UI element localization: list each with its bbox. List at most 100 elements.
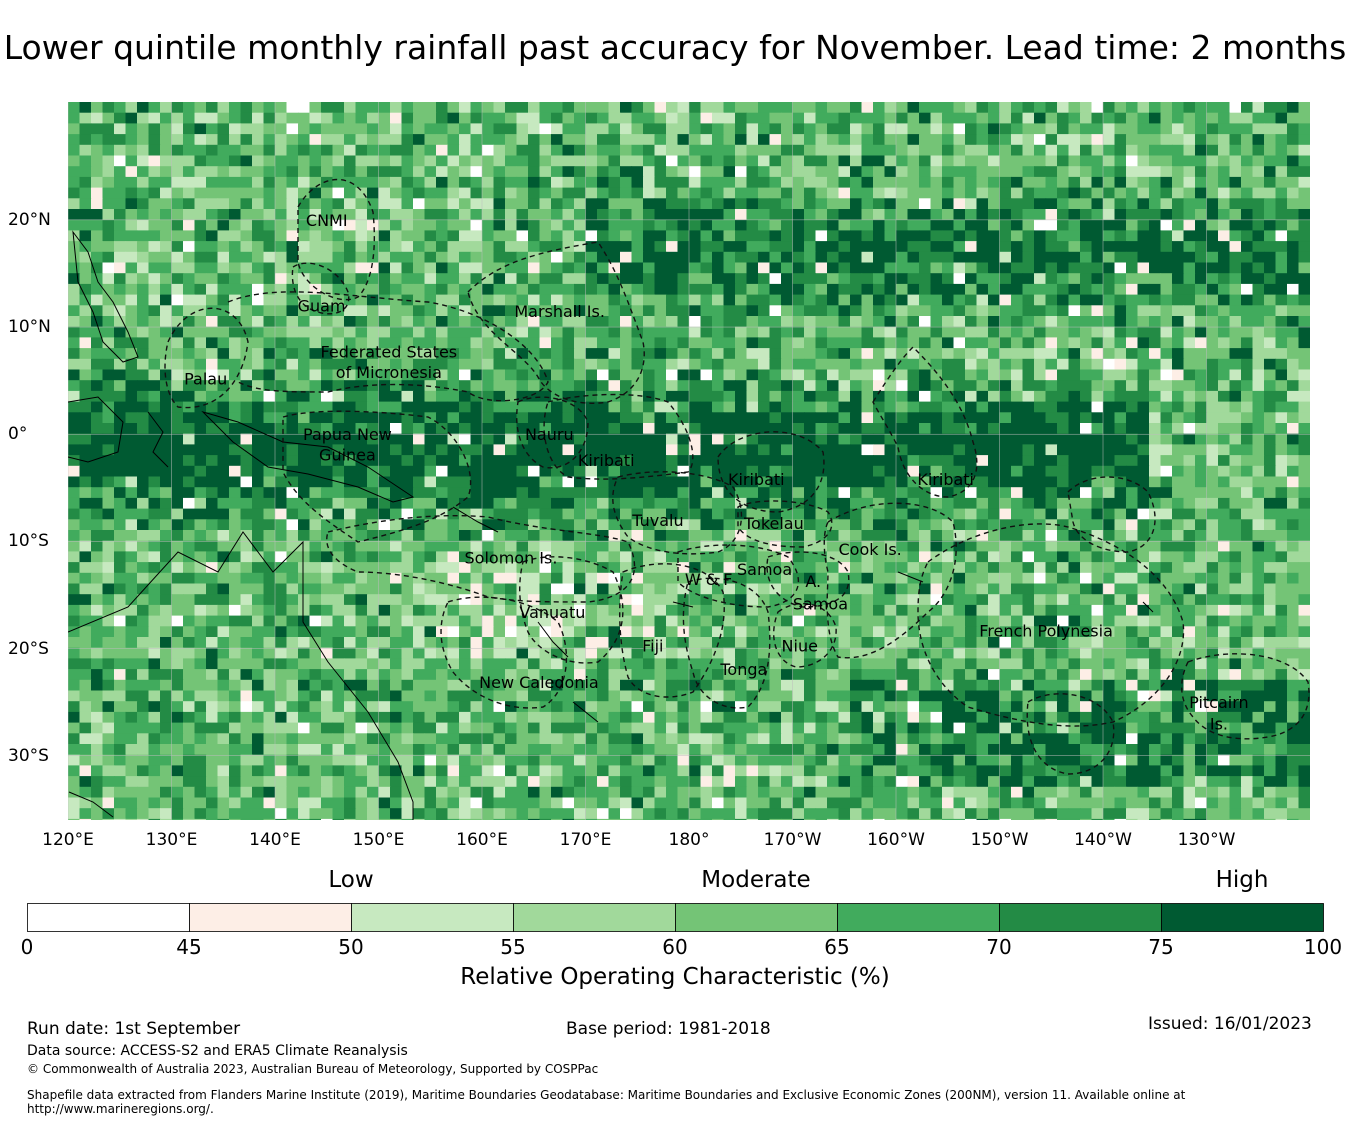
grid-cell xyxy=(551,465,564,478)
grid-cell xyxy=(114,390,127,403)
grid-cell xyxy=(608,134,621,146)
grid-cell xyxy=(217,455,230,467)
grid-cell xyxy=(413,230,426,242)
grid-cell xyxy=(896,412,909,424)
grid-cell xyxy=(355,476,368,488)
grid-cell xyxy=(792,508,805,520)
grid-cell xyxy=(1080,497,1093,510)
grid-cell xyxy=(252,294,265,306)
grid-cell xyxy=(1298,423,1310,435)
grid-cell xyxy=(769,219,782,231)
grid-cell xyxy=(79,390,92,403)
grid-cell xyxy=(1287,187,1300,199)
grid-cell xyxy=(68,508,81,520)
grid-cell xyxy=(102,487,115,499)
grid-cell xyxy=(275,230,288,242)
grid-cell xyxy=(252,497,265,510)
grid-cell xyxy=(309,562,322,574)
grid-cell xyxy=(1022,209,1035,221)
grid-cell xyxy=(654,519,667,531)
grid-cell xyxy=(712,241,725,253)
grid-cell xyxy=(1264,412,1277,424)
grid-cell xyxy=(1068,401,1081,413)
grid-cell xyxy=(643,358,656,371)
grid-cell xyxy=(160,583,173,595)
grid-cell xyxy=(459,423,472,435)
grid-cell xyxy=(608,155,621,167)
grid-cell xyxy=(712,219,725,231)
grid-cell xyxy=(528,134,541,146)
grid-cell xyxy=(781,166,794,178)
grid-cell xyxy=(666,380,679,392)
grid-cell xyxy=(459,176,472,189)
grid-cell xyxy=(1057,423,1070,435)
grid-cell xyxy=(999,294,1012,306)
grid-cell xyxy=(217,273,230,285)
grid-cell xyxy=(1298,102,1310,114)
grid-cell xyxy=(275,348,288,360)
grid-cell xyxy=(413,305,426,317)
grid-cell xyxy=(815,551,828,563)
grid-cell xyxy=(1080,412,1093,424)
grid-cell xyxy=(68,316,81,328)
grid-cell xyxy=(114,198,127,210)
grid-cell xyxy=(1264,316,1277,328)
grid-cell xyxy=(585,144,598,157)
grid-cell xyxy=(792,487,805,499)
grid-cell xyxy=(1287,455,1300,467)
grid-cell xyxy=(275,487,288,499)
grid-cell xyxy=(700,305,713,317)
grid-cell xyxy=(884,144,897,157)
grid-cell xyxy=(459,562,472,574)
grid-cell xyxy=(1057,294,1070,306)
grid-cell xyxy=(700,423,713,435)
grid-cell xyxy=(194,283,207,296)
grid-cell xyxy=(528,316,541,328)
grid-cell xyxy=(171,294,184,306)
grid-cell xyxy=(229,390,242,403)
grid-cell xyxy=(447,134,460,146)
grid-cell xyxy=(585,219,598,231)
grid-cell xyxy=(873,262,886,274)
grid-cell xyxy=(206,551,219,563)
grid-cell xyxy=(942,294,955,306)
grid-cell xyxy=(689,198,702,210)
grid-cell xyxy=(1183,369,1196,381)
grid-cell xyxy=(861,412,874,424)
grid-cell xyxy=(792,530,805,542)
grid-cell xyxy=(367,219,380,231)
grid-cell xyxy=(171,465,184,478)
grid-cell xyxy=(574,283,587,296)
grid-cell xyxy=(1022,326,1035,338)
grid-cell xyxy=(424,123,437,135)
grid-cell xyxy=(1149,412,1162,424)
grid-cell xyxy=(160,209,173,221)
grid-cell xyxy=(919,134,932,146)
grid-cell xyxy=(516,433,529,445)
grid-cell xyxy=(1080,508,1093,520)
grid-cell xyxy=(493,112,506,124)
grid-cell xyxy=(344,219,357,231)
grid-cell xyxy=(367,144,380,157)
grid-cell xyxy=(344,390,357,403)
grid-cell xyxy=(735,230,748,242)
grid-cell xyxy=(758,572,771,585)
grid-cell xyxy=(298,551,311,563)
grid-cell xyxy=(516,551,529,563)
grid-cell xyxy=(976,551,989,563)
grid-cell xyxy=(263,230,276,242)
grid-cell xyxy=(654,583,667,595)
grid-cell xyxy=(447,316,460,328)
grid-cell xyxy=(1103,112,1116,124)
grid-cell xyxy=(735,572,748,585)
grid-cell xyxy=(470,176,483,189)
grid-cell xyxy=(160,390,173,403)
grid-cell xyxy=(1172,476,1185,488)
grid-cell xyxy=(1057,380,1070,392)
grid-cell xyxy=(447,412,460,424)
grid-cell xyxy=(194,519,207,531)
grid-cell xyxy=(252,487,265,499)
grid-cell xyxy=(240,198,253,210)
grid-cell xyxy=(861,476,874,488)
grid-cell xyxy=(240,369,253,381)
